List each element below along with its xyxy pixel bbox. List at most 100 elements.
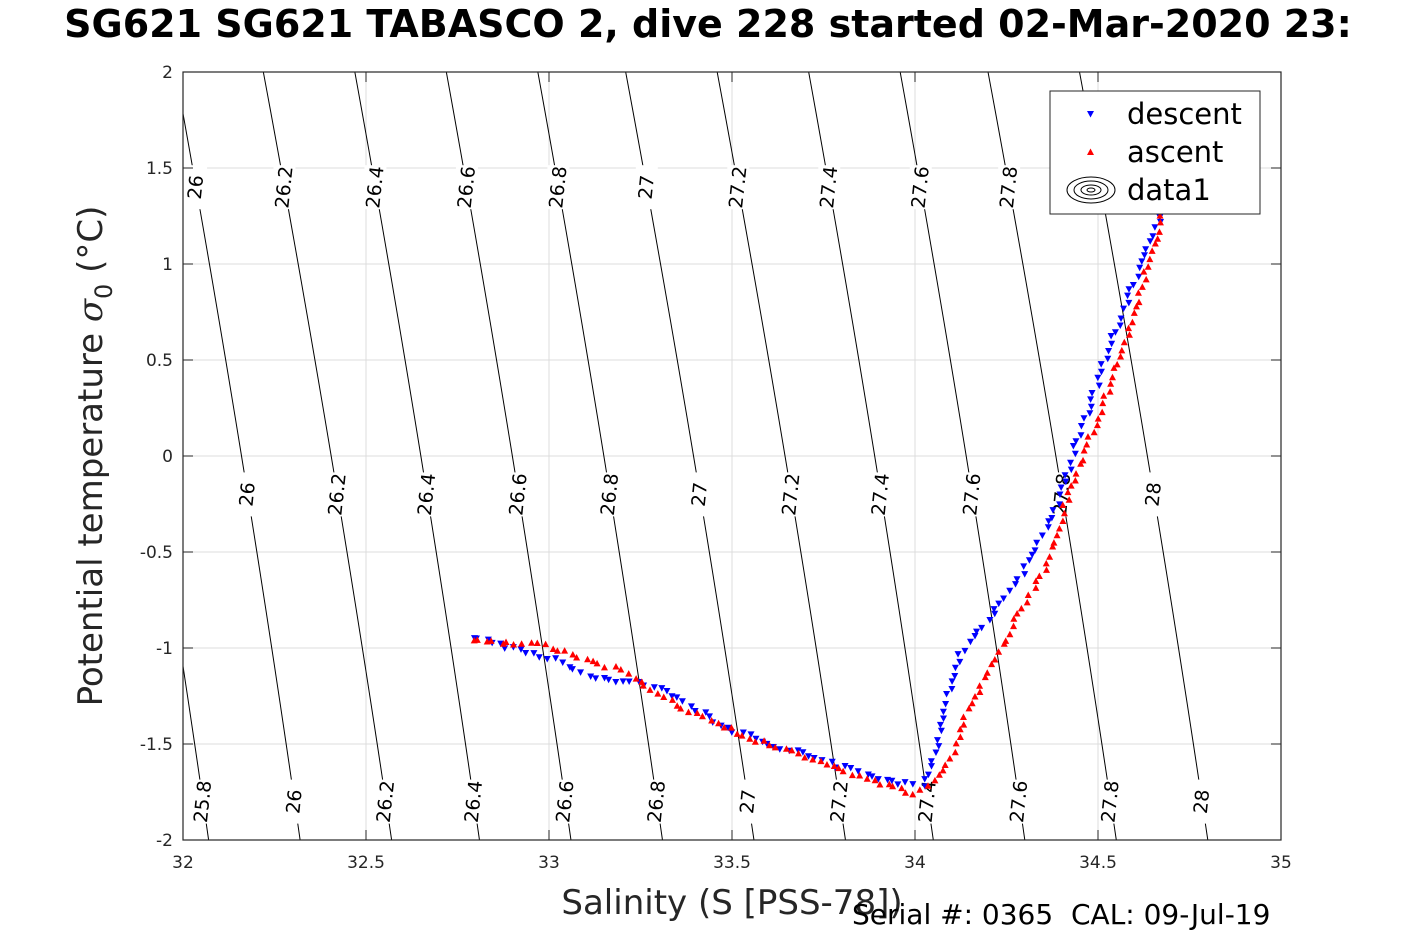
contour-label: 28 [1190,788,1214,814]
descent-point [1045,518,1053,525]
ascent-point [1151,239,1159,247]
contour-label: 27.8 [996,165,1022,209]
descent-point [943,691,951,698]
ascent-point [760,737,768,744]
ascent-point [518,640,526,647]
descent-point [1142,246,1150,253]
ascent-point [1035,572,1043,580]
contour-label-bg [236,472,259,517]
descent-point [1124,292,1132,300]
descent-point [1120,305,1128,313]
ascent-point [823,761,831,768]
descent-point [1000,595,1008,603]
descent-point [1061,472,1069,479]
descent-point [954,651,962,658]
ascent-point [698,712,706,720]
contour-label: 27 [635,174,659,200]
x-tick-label: 34.5 [1079,853,1117,873]
ascent-point [502,638,510,646]
descent-point [1104,355,1112,363]
series-descent [470,165,1184,790]
descent-point [1020,563,1028,570]
ascent-point [988,660,996,668]
descent-point [1049,507,1057,514]
descent-point [1117,315,1125,322]
ascent-point [589,657,597,665]
ascent-point [794,749,802,757]
ascent-point [976,682,984,689]
ascent-point [487,637,495,644]
ascent-point [708,717,716,724]
ascent-point [1032,577,1040,585]
ascent-point [952,739,960,747]
contour-label-bg [909,165,932,210]
ascent-point [1113,360,1121,368]
descent-point [1080,415,1088,422]
ascent-point [863,775,871,782]
descent-point [847,765,855,772]
descent-point [940,715,948,723]
ascent-point [1050,539,1058,546]
contour-label-bg [645,779,668,824]
descent-point [739,729,747,736]
descent-point [936,721,944,729]
descent-point [1048,515,1056,522]
descent-point [854,768,862,775]
descent-point [1136,264,1144,272]
data-series [470,164,1184,798]
descent-point [951,673,959,680]
contour-label: 28 [1142,481,1166,507]
ascent-point [991,655,999,663]
ascent-point [916,786,924,793]
ascent-point [1156,218,1164,226]
contour-label: 27.2 [778,472,804,516]
descent-point [932,749,940,757]
descent-point [841,762,849,770]
ascent-point [593,659,601,667]
contour-label-bg [998,165,1021,210]
descent-point [1095,382,1103,390]
ascent-point [1110,364,1118,371]
descent-point [924,771,932,779]
contour-label-bg [828,779,851,824]
ascent-point [510,640,518,648]
ascent-point [561,647,569,654]
ascent-point [553,647,561,654]
contour-label-bg [416,472,439,517]
ascent-point [835,764,843,772]
ascent-point [1093,421,1101,429]
contour-label: 26.8 [597,472,623,516]
descent-point [1097,361,1105,368]
descent-point [1044,524,1052,531]
ascent-point [1084,433,1092,440]
ascent-point [733,730,741,737]
descent-point [1125,299,1133,307]
x-tick-label: 32.5 [347,853,385,873]
ascent-point [1072,470,1080,477]
descent-point [1028,551,1036,559]
contour-label-bg [818,165,841,210]
descent-point [961,647,969,655]
contour-label-bg [374,779,397,824]
legend-marker-contour [1080,184,1102,196]
ascent-point [1118,346,1126,354]
ascent-point [549,645,557,653]
descent-point [1116,322,1124,330]
ascent-point [1154,235,1162,242]
ascent-point [1146,255,1154,263]
ascent-point [1049,543,1057,550]
descent-point [939,708,947,716]
contour-label: 27 [688,481,712,507]
descent-point [1012,581,1020,588]
descent-point [1105,348,1113,355]
ascent-point [898,784,906,792]
descent-point [1135,273,1143,281]
contour-label-bg [1051,472,1074,517]
ascent-point [584,655,592,663]
contour-label-bg [916,779,939,824]
legend-label: data1 [1127,173,1211,207]
contour-label: 27.4 [868,472,894,516]
ascent-point [960,721,968,728]
descent-point [868,773,876,780]
ascent-point [765,741,773,749]
